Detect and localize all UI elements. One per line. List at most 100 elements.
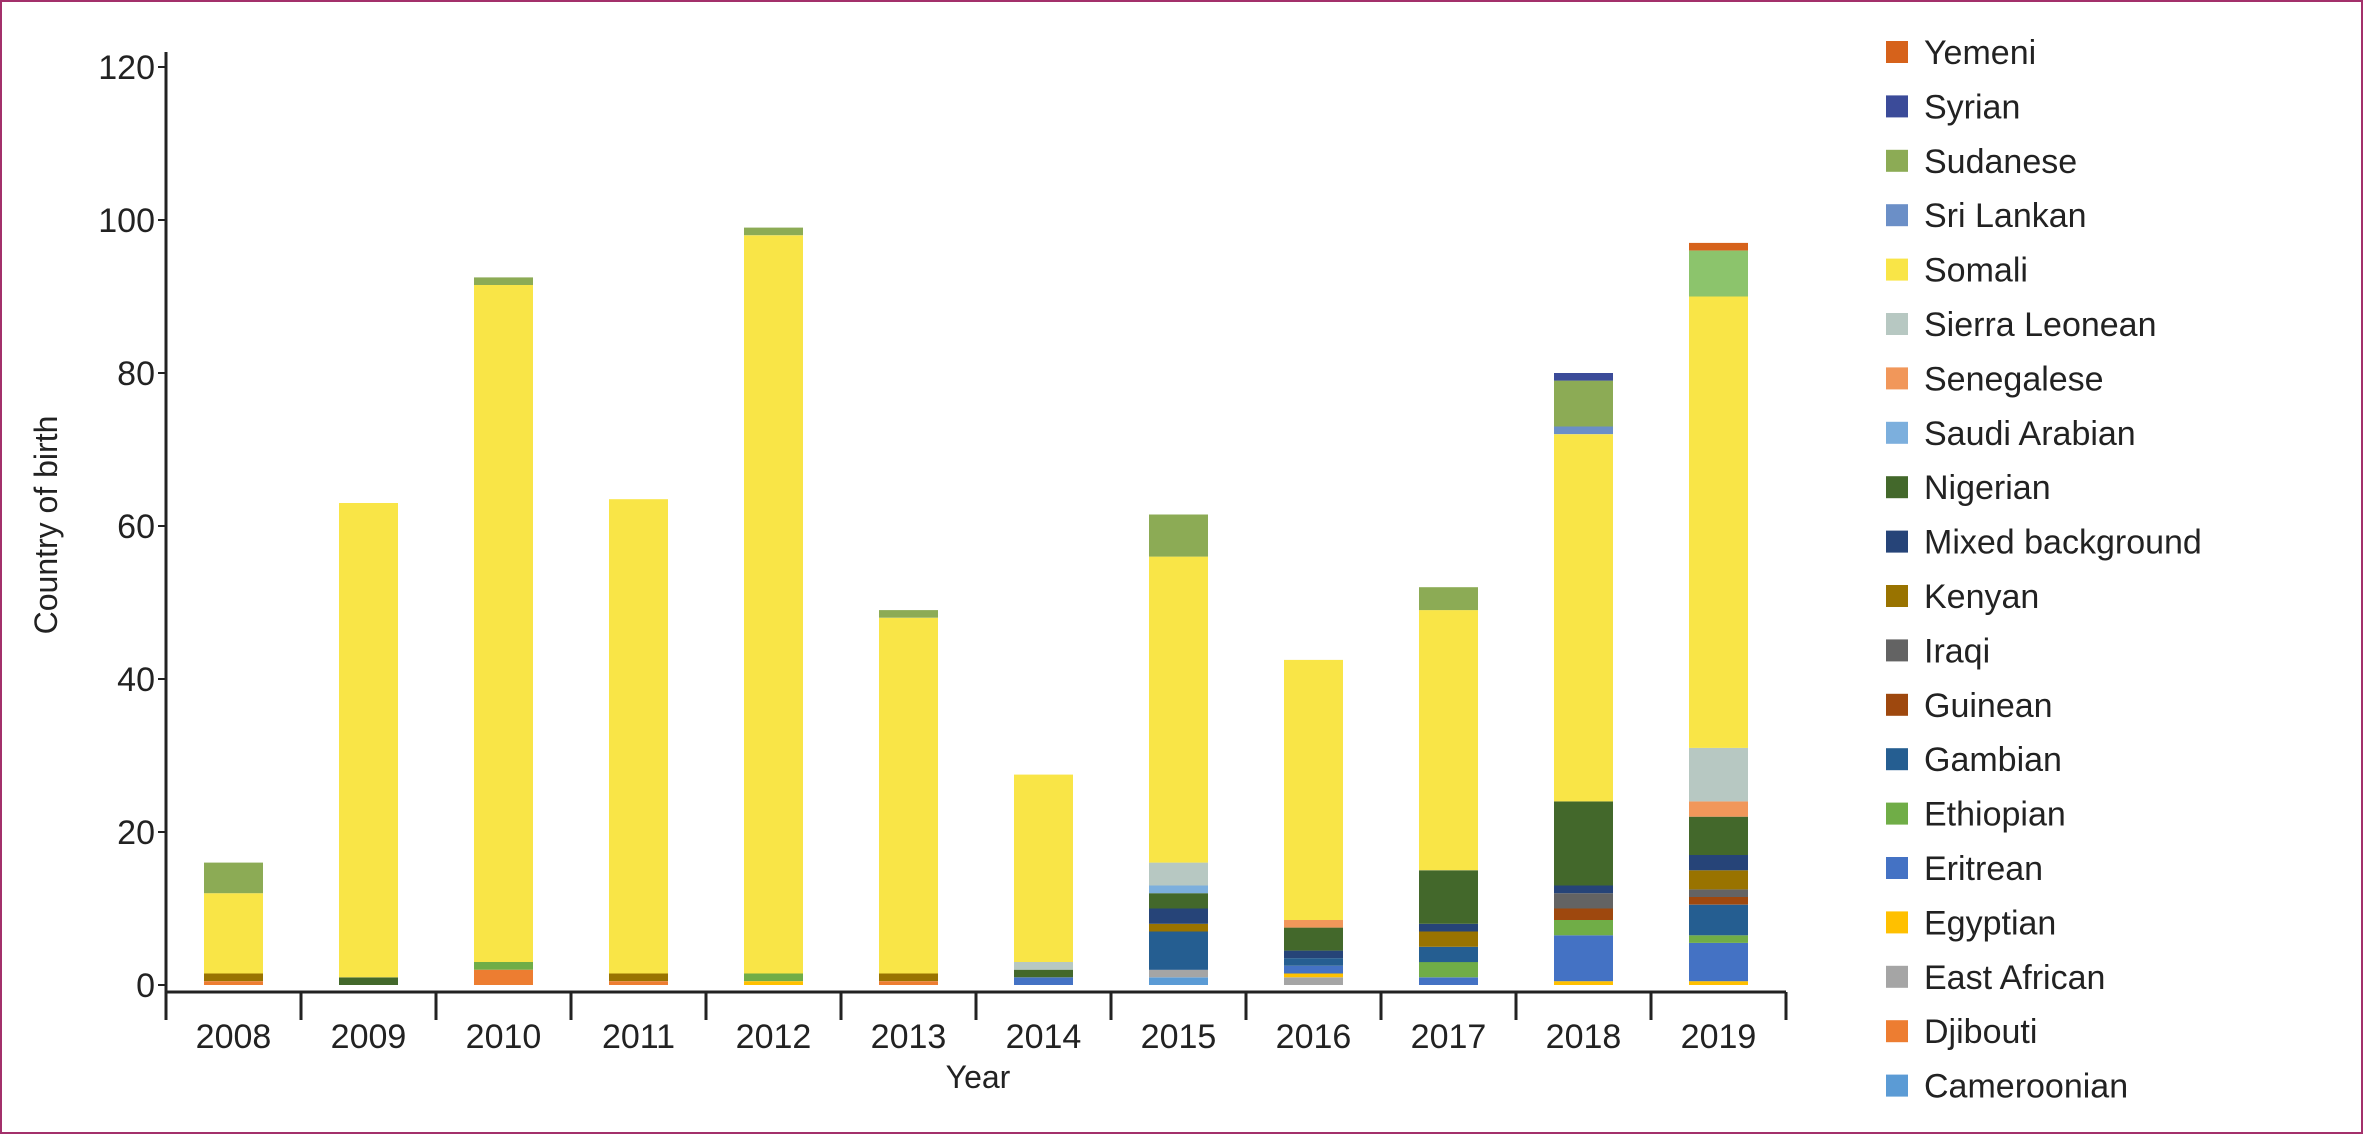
legend-item-djibouti: Djibouti xyxy=(1886,1013,2037,1051)
bar-segment-2012-sudanese xyxy=(744,227,803,236)
y-tick-label: 120 xyxy=(98,49,155,87)
legend-item-guinean: Guinean xyxy=(1886,687,2053,725)
legend-label: Cameroonian xyxy=(1924,1068,2128,1106)
bar-segment-2008-kenyan xyxy=(204,973,263,982)
legend-item-nigerian: Nigerian xyxy=(1886,469,2051,507)
legend-swatch xyxy=(1886,693,1908,716)
bar-segment-2013-somali xyxy=(879,617,938,974)
bar-segment-2010-ethiopian xyxy=(474,962,533,970)
bar-segment-2011-somali xyxy=(609,499,668,974)
x-tick-label-2014: 2014 xyxy=(1006,1018,1082,1056)
bar-segment-2015-somali xyxy=(1149,556,1208,863)
x-axis-title: Year xyxy=(946,1059,1011,1095)
legend-item-kenyan: Kenyan xyxy=(1886,578,2039,616)
bar-segment-2012-somali xyxy=(744,235,803,974)
bar-segment-2017-nigerian xyxy=(1419,870,1478,924)
bar-segment-2018-nigerian xyxy=(1554,801,1613,886)
legend-label: Gambian xyxy=(1924,741,2062,779)
legend-swatch xyxy=(1886,585,1908,607)
bar-segment-2016-nigerian xyxy=(1284,927,1343,951)
y-tick-label: 100 xyxy=(98,202,155,240)
legend-label: Mixed background xyxy=(1924,524,2202,562)
legend-label: Yemeni xyxy=(1924,34,2036,72)
bar-segment-2019-eritrean xyxy=(1689,942,1748,982)
legend-item-mixed-background: Mixed background xyxy=(1886,524,2202,562)
bar-segment-2015-sierra-leonean xyxy=(1149,862,1208,886)
bar-segment-2016-somali xyxy=(1284,659,1343,920)
bar-segment-2018-ethiopian xyxy=(1554,920,1613,936)
legend-label: Guinean xyxy=(1924,687,2053,725)
bar-segment-2017-sudanese xyxy=(1419,587,1478,611)
legend-swatch xyxy=(1886,204,1908,227)
bar-segment-2015-saudi-arabian xyxy=(1149,885,1208,894)
legend-label: Saudi Arabian xyxy=(1924,415,2136,453)
x-tick-label-2010: 2010 xyxy=(466,1018,542,1056)
bar-segment-2018-iraqi xyxy=(1554,893,1613,909)
legend-item-sierra-leonean: Sierra Leonean xyxy=(1886,306,2157,344)
legend-swatch xyxy=(1886,421,1908,444)
bar-segment-2016-senegalese xyxy=(1284,920,1343,928)
x-tick-label-2017: 2017 xyxy=(1411,1018,1487,1056)
bar-segment-2009-nigerian xyxy=(339,977,398,985)
legend-item-somali: Somali xyxy=(1886,252,2028,290)
legend-item-cameroonian: Cameroonian xyxy=(1886,1068,2128,1106)
bar-segment-2017-somali xyxy=(1419,610,1478,871)
ticks-layer: 0 20 40 60 80 100 120 2008 2009 2010 2011 2012 2013 2… xyxy=(98,49,1788,1056)
bar-segment-2011-kenyan xyxy=(609,973,668,982)
bar-segment-2018-mixed-background xyxy=(1554,885,1613,894)
legend-item-yemeni: Yemeni xyxy=(1886,34,2036,72)
bar-segment-2019-mixed-background xyxy=(1689,855,1748,871)
legend-item-syrian: Syrian xyxy=(1886,88,2020,126)
legend-item-east-african: East African xyxy=(1886,959,2105,997)
y-tick-label: 80 xyxy=(117,355,155,393)
bar-segment-2015-sudanese xyxy=(1149,514,1208,557)
x-tick-label-2008: 2008 xyxy=(196,1018,272,1056)
legend-label: Sri Lankan xyxy=(1924,197,2087,235)
legend-swatch xyxy=(1886,639,1908,662)
axes-layer xyxy=(164,52,1786,994)
legend-swatch xyxy=(1886,530,1908,553)
bar-segment-2013-kenyan xyxy=(879,973,938,982)
bar-segment-2016-eritrean xyxy=(1284,965,1343,974)
bar-segment-2019-iraqi xyxy=(1689,889,1748,897)
bar-segment-2017-gambian xyxy=(1419,946,1478,963)
bar-segment-2013-djibouti xyxy=(879,981,938,985)
legend-label: Kenyan xyxy=(1924,578,2039,616)
bar-segment-2016-gambian xyxy=(1284,958,1343,966)
bar-segment-2008-djibouti xyxy=(204,981,263,985)
bar-segment-2019-sierra-leonean xyxy=(1689,747,1748,802)
bar-segment-2016-mixed-background xyxy=(1284,950,1343,959)
bar-segment-2019-senegalese xyxy=(1689,801,1748,817)
legend-item-eritrean: Eritrean xyxy=(1886,850,2043,888)
bar-segment-2019-yemeni xyxy=(1689,242,1748,251)
legend-item-sudanese: Sudanese xyxy=(1886,143,2077,181)
bar-segment-2018-guinean xyxy=(1554,908,1613,920)
x-tick-label-2019: 2019 xyxy=(1681,1018,1757,1056)
y-tick-label: 40 xyxy=(117,661,155,699)
x-tick-label-2011: 2011 xyxy=(602,1018,675,1056)
bar-segment-2010-somali xyxy=(474,285,533,962)
y-tick-label: 0 xyxy=(136,967,155,1005)
bar-segment-2012-egyptian xyxy=(744,981,803,985)
legend-label: Syrian xyxy=(1924,88,2020,126)
legend-item-gambian: Gambian xyxy=(1886,741,2062,779)
bar-segment-2015-east-african xyxy=(1149,969,1208,978)
bar-segment-2019-ethiopian xyxy=(1689,935,1748,943)
bar-segment-2013-sudanese xyxy=(879,610,938,618)
legend-label: Ethiopian xyxy=(1924,796,2066,834)
legend-swatch xyxy=(1886,1020,1908,1043)
x-tick-label-2009: 2009 xyxy=(331,1018,407,1056)
legend-label: Eritrean xyxy=(1924,850,2043,888)
bar-segment-2019-gambian xyxy=(1689,904,1748,936)
legend-item-ethiopian: Ethiopian xyxy=(1886,796,2066,834)
legend-swatch xyxy=(1886,313,1908,335)
bar-segment-2019-guinean xyxy=(1689,897,1748,905)
bars-layer xyxy=(204,227,1748,985)
legend-swatch xyxy=(1886,95,1908,118)
bar-segment-2014-eritrean xyxy=(1014,977,1073,985)
legend-item-sri-lankan: Sri Lankan xyxy=(1886,197,2087,235)
legend-label: Nigerian xyxy=(1924,469,2051,507)
bar-segment-2008-sudanese xyxy=(204,862,263,894)
